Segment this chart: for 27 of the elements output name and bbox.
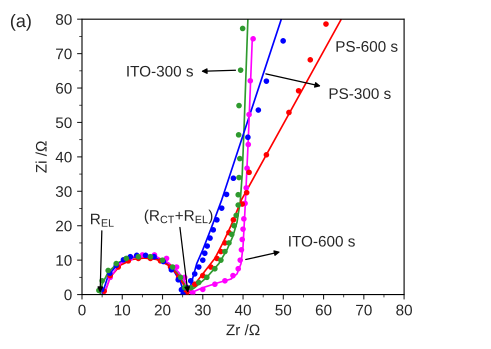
y-tick-label: 80: [56, 14, 72, 25]
annotation: PS-300 s: [330, 88, 391, 100]
x-tick-label: 10: [114, 304, 130, 316]
y-tick-label: 60: [56, 82, 72, 94]
y-axis-title: Zi /Ω: [35, 141, 47, 173]
annotation: ITO-300 s: [127, 66, 193, 77]
x-tick-label: 80: [396, 304, 412, 316]
y-tick-label: 20: [56, 220, 72, 232]
x-tick-label: 70: [356, 304, 372, 316]
x-tick-label: 0: [78, 304, 86, 316]
annotation: R$_{EL}$: [91, 214, 114, 227]
x-tick-label: 40: [234, 304, 251, 316]
x-tick-label: 30: [194, 304, 211, 316]
x-axis-title: Zr /Ω: [226, 324, 260, 336]
x-tick-label: 50: [275, 304, 292, 316]
text: (a): [10, 14, 31, 31]
y-tick-label: 0: [64, 289, 72, 300]
y-tick-label: 30: [56, 186, 72, 197]
y-tick-label: 40: [56, 152, 72, 163]
x-tick-label: 20: [154, 304, 170, 316]
y-tick-label: 70: [56, 48, 72, 60]
annotation: ITO-600 s: [289, 236, 355, 247]
annotation: PS-600 s: [336, 41, 398, 52]
annotation: (R$_{CT}$+R$_{EL}$): [144, 210, 212, 224]
x-tick-label: 60: [316, 304, 332, 316]
y-tick-label: 10: [56, 255, 72, 266]
y-tick-label: 50: [56, 117, 72, 128]
